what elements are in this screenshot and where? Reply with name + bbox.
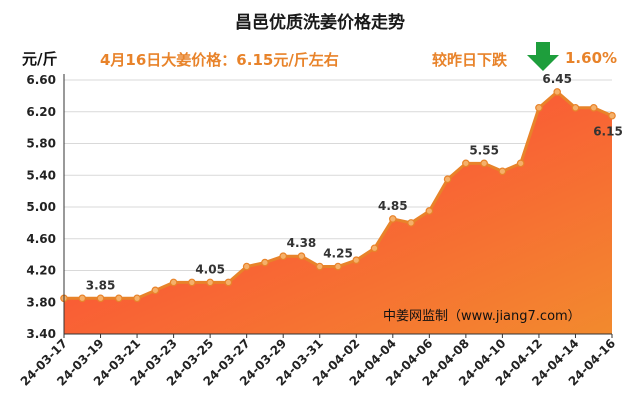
data-label: 4.05 [195,262,225,276]
data-point [115,294,123,303]
data-point [480,159,488,168]
y-tick-label: 3.40 [26,327,56,341]
chart-title: 昌邑优质洗姜价格走势 [235,13,405,33]
data-point [425,207,434,215]
y-axis-unit: 元/斤 [22,50,58,68]
data-point [407,219,415,227]
data-point [169,278,178,287]
y-tick-label: 5.80 [26,137,56,151]
data-labels: 3.85 4.05 4.38 4.25 4.85 5.55 6.45 6.15 [86,72,623,292]
data-point [553,88,562,96]
data-point [443,175,452,184]
data-point [242,262,251,271]
data-point [370,244,379,253]
data-point [188,278,196,287]
area-layer [60,88,616,334]
data-point [133,294,141,303]
data-point [334,262,342,271]
y-tick-label: 6.20 [26,105,56,119]
watermark-text: 中姜网监制（www.jiang7.com） [383,309,581,324]
data-point [297,252,306,261]
data-point [279,252,288,261]
data-point [224,278,233,287]
data-point [261,258,269,267]
data-point [535,103,543,112]
data-point [151,286,160,295]
change-label: 较昨日下跌 [432,51,508,69]
data-point [315,262,324,271]
data-point [78,294,87,303]
price-note: 4月16日大姜价格：6.15元/斤左右 [100,51,339,69]
data-point [462,159,470,168]
data-label: 4.25 [323,247,353,261]
data-point [571,103,580,112]
data-point [608,111,616,120]
data-label: 4.38 [287,236,317,250]
data-point [352,256,361,264]
down-arrow-icon [527,42,559,71]
data-point [589,103,598,112]
y-tick-label: 4.20 [26,264,56,278]
y-tick-label: 6.60 [26,73,56,87]
y-tick-label: 4.60 [26,232,56,246]
data-label: 5.55 [469,143,499,157]
data-label: 4.85 [378,199,408,213]
y-tick-label: 3.80 [26,295,56,309]
data-point [96,294,105,303]
data-point [388,215,397,223]
change-value: 1.60% [565,49,618,67]
data-label: 6.15 [593,125,623,139]
data-point [516,159,525,168]
data-label: 6.45 [542,72,572,86]
y-tick-label: 5.00 [26,200,56,214]
data-label: 3.85 [86,278,116,292]
y-tick-label: 5.40 [26,168,56,182]
data-point [206,278,214,287]
data-point [498,167,507,176]
area-fill [64,91,612,334]
